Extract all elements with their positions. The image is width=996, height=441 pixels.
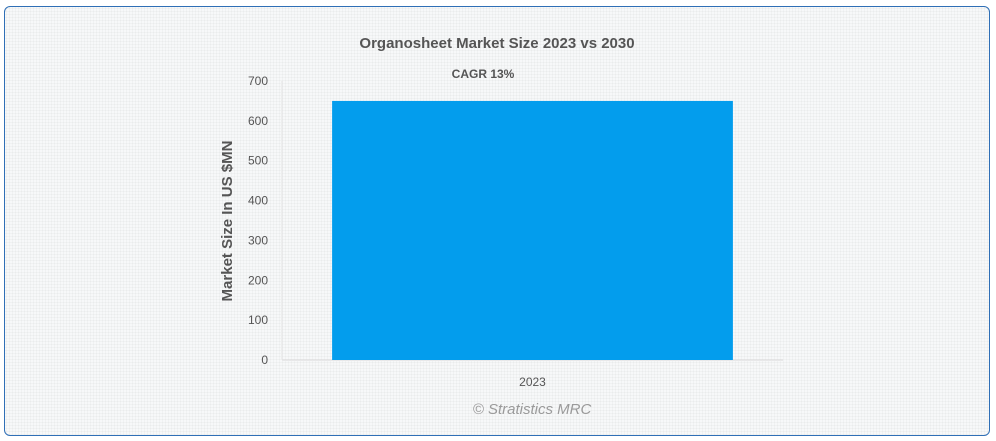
bar-2023 <box>332 100 733 360</box>
x-axis-ticks: 2023 <box>519 375 546 389</box>
bars <box>332 100 733 360</box>
y-tick-label: 300 <box>248 233 268 247</box>
y-tick-label: 700 <box>248 74 268 88</box>
chart-title: Organosheet Market Size 2023 vs 2030 <box>359 35 634 52</box>
y-tick-label: 500 <box>248 154 268 168</box>
y-tick-label: 0 <box>261 353 268 367</box>
y-tick-label: 100 <box>248 313 268 327</box>
y-tick-label: 400 <box>248 194 268 208</box>
y-axis-label: Market Size In US $MN <box>219 141 236 302</box>
cagr-annotation: CAGR 13% <box>452 67 515 81</box>
x-tick-label: 2023 <box>519 375 546 389</box>
source-credit: © Stratistics MRC <box>473 401 592 418</box>
y-axis-ticks: 0 100 200 300 400 500 600 700 <box>248 74 268 367</box>
y-tick-label: 600 <box>248 114 268 128</box>
y-tick-label: 200 <box>248 273 268 287</box>
